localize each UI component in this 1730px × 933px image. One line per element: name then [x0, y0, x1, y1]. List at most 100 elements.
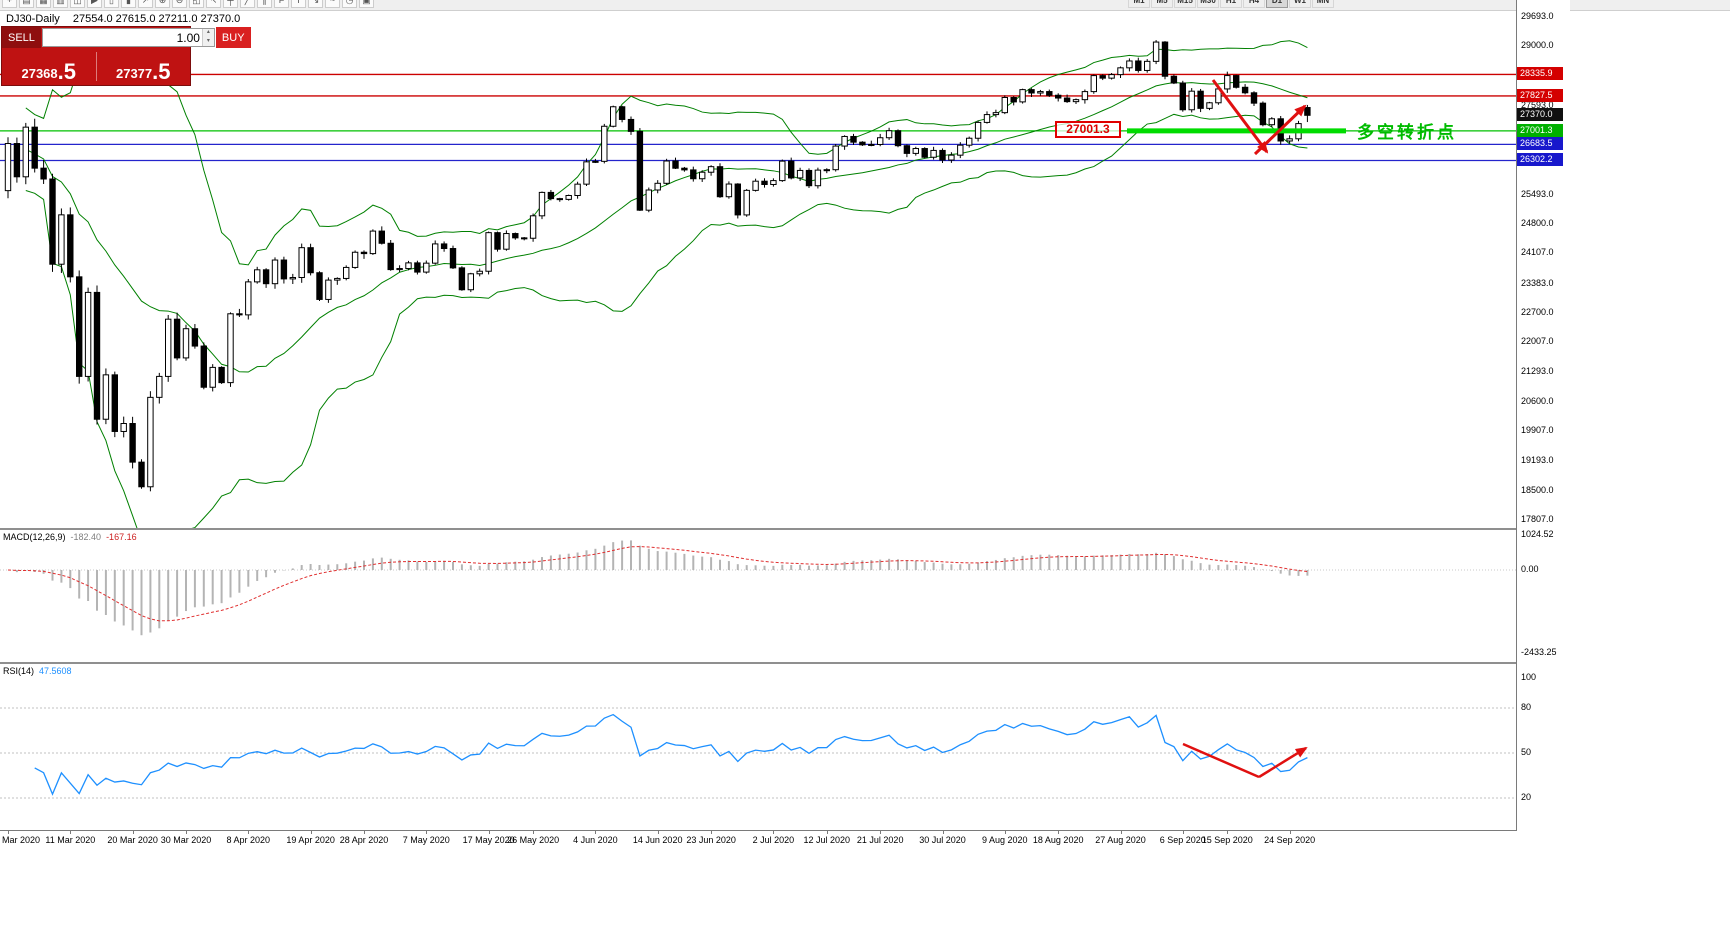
- timeframe-m15[interactable]: M15: [1174, 0, 1196, 8]
- price-tag: 26302.2: [1517, 153, 1563, 167]
- date-label: 12 Jul 2020: [803, 835, 851, 845]
- terminal-icon[interactable]: ◫: [70, 0, 85, 8]
- date-tick: [711, 831, 713, 834]
- price-scale-label: 27593.0: [1521, 99, 1554, 110]
- zoom-in-icon[interactable]: ⊕: [155, 0, 170, 8]
- macd-signal-value: -167.16: [106, 532, 137, 542]
- date-tick: [1058, 831, 1060, 834]
- volume-input[interactable]: [42, 29, 202, 46]
- timeframe-w1[interactable]: W1: [1289, 0, 1311, 8]
- date-label: 14 Jun 2020: [632, 835, 683, 845]
- price-scale[interactable]: 29693.0 29000.0 27593.0 25493.0 24800.0 24107…: [1516, 0, 1570, 848]
- turning-point-annotation: 多空转折点: [1357, 123, 1457, 142]
- date-label: 9 Aug 2020: [982, 835, 1028, 845]
- indicators-icon[interactable]: ~: [325, 0, 340, 8]
- rsi-scale-label: 50: [1521, 747, 1532, 757]
- arrow-tool-icon[interactable]: ↘: [308, 0, 323, 8]
- macd-panel[interactable]: [0, 530, 1516, 662]
- macd-main-value: -182.40: [70, 532, 102, 542]
- date-tick: [70, 831, 72, 834]
- timeframe-m1[interactable]: M1: [1128, 0, 1150, 8]
- date-tick: [186, 831, 187, 834]
- date-tick: [1289, 831, 1291, 834]
- time-axis[interactable]: Mar 2020 11 Mar 2020 20 Mar 2020 30 Mar 202…: [0, 830, 1517, 849]
- date-tick: [488, 831, 490, 834]
- market-watch-icon[interactable]: ▤: [19, 0, 34, 8]
- zoom-out-icon[interactable]: ⊖: [172, 0, 187, 8]
- date-label: 7 May 2020: [402, 835, 450, 845]
- date-tick: [1227, 831, 1229, 834]
- date-tick: [826, 831, 828, 834]
- buy-price-base: 27377: [115, 66, 153, 81]
- toolbar-icons: + ▤ ▦ ▥ ◫ ▶ ▯ ▮ ↗ ⊕ ⊖ ◱ ↖ ┼ ╱ ∥ F T ↘ ~ ◷ ▣: [2, 0, 374, 8]
- sell-price-base: 27368: [21, 66, 58, 81]
- rsi-name: RSI(14): [3, 666, 35, 676]
- chart-ohlc-values: 27554.0 27615.0 27211.0 27370.0: [72, 13, 241, 25]
- panel-separator[interactable]: [0, 528, 1570, 530]
- line-chart-icon[interactable]: ↗: [138, 0, 153, 8]
- rsi-trend-arrow[interactable]: [1182, 742, 1260, 779]
- volume-decrease-button[interactable]: ▾: [202, 37, 214, 46]
- rsi-scale-label: 80: [1521, 702, 1532, 712]
- trend-arrow[interactable]: [1253, 104, 1307, 156]
- chart-title: DJ30-Daily 27554.0 27615.0 27211.0 27370…: [6, 13, 240, 25]
- panel-separator[interactable]: [0, 662, 1570, 664]
- sell-button[interactable]: SELL: [2, 27, 41, 48]
- date-tick: [310, 831, 312, 834]
- timeframe-m30[interactable]: M30: [1197, 0, 1219, 8]
- price-scale-label: 25493.0: [1521, 188, 1554, 199]
- macd-signal-line: [7, 546, 1308, 622]
- tile-windows-icon[interactable]: ◱: [189, 0, 204, 8]
- macd-name: MACD(12,26,9): [3, 532, 66, 542]
- date-label: 4 Jun 2020: [573, 835, 618, 845]
- bar-chart-icon[interactable]: ▯: [104, 0, 119, 8]
- volume-increase-button[interactable]: ▴: [202, 29, 214, 38]
- timeframe-toolbar: M1 M5 M15 M30 H1 H4 D1 W1 MN: [1128, 0, 1334, 8]
- price-scale-label: 29000.0: [1521, 40, 1554, 51]
- crosshair-icon[interactable]: ┼: [223, 0, 238, 8]
- trend-arrow[interactable]: [1211, 79, 1269, 154]
- trendline-icon[interactable]: ╱: [240, 0, 255, 8]
- macd-histogram: [15, 540, 1309, 636]
- navigator-icon[interactable]: ▥: [53, 0, 68, 8]
- timeframe-h4[interactable]: H4: [1243, 0, 1265, 8]
- price-divider: [95, 52, 97, 81]
- main-chart-panel[interactable]: [0, 10, 1516, 528]
- cursor-icon[interactable]: ↖: [206, 0, 221, 8]
- sell-price[interactable]: 27368.5: [2, 48, 96, 85]
- price-scale-label: 20600.0: [1521, 395, 1554, 406]
- price-scale-label: 21293.0: [1521, 366, 1554, 377]
- date-label: 21 Jul 2020: [856, 835, 904, 845]
- channel-icon[interactable]: ∥: [257, 0, 272, 8]
- date-tick: [595, 831, 597, 834]
- rsi-panel[interactable]: [0, 664, 1516, 830]
- timeframe-h1[interactable]: H1: [1220, 0, 1242, 8]
- price-scale-label: 22700.0: [1521, 306, 1554, 317]
- autotrading-icon[interactable]: ▶: [87, 0, 102, 8]
- candlestick-chart-icon[interactable]: ▮: [121, 0, 136, 8]
- date-tick: [8, 831, 9, 834]
- date-label: Mar 2020: [2, 835, 41, 845]
- date-tick: [1120, 831, 1122, 834]
- date-tick: [1182, 831, 1184, 834]
- data-window-icon[interactable]: ▦: [36, 0, 51, 8]
- price-scale-label: 23383.0: [1521, 278, 1554, 289]
- timeframe-d1[interactable]: D1: [1266, 0, 1288, 8]
- timeframe-mn[interactable]: MN: [1312, 0, 1334, 8]
- buy-button[interactable]: BUY: [215, 27, 251, 48]
- rsi-trend-arrow[interactable]: [1258, 746, 1308, 779]
- fibonacci-icon[interactable]: F: [274, 0, 289, 8]
- period-icon[interactable]: ◷: [342, 0, 357, 8]
- price-scale-label: 22007.0: [1521, 336, 1554, 347]
- date-label: 26 May 2020: [507, 835, 560, 845]
- candles-layer: [4, 40, 1311, 492]
- template-icon[interactable]: ▣: [359, 0, 374, 8]
- buy-price-pip: .5: [152, 59, 171, 84]
- text-label-icon[interactable]: T: [291, 0, 306, 8]
- date-label: 24 Sep 2020: [1264, 835, 1316, 845]
- date-label: 30 Mar 2020: [160, 835, 212, 845]
- buy-price[interactable]: 27377.5: [97, 48, 191, 85]
- date-tick: [880, 831, 882, 834]
- new-order-icon[interactable]: +: [2, 0, 17, 8]
- timeframe-m5[interactable]: M5: [1151, 0, 1173, 8]
